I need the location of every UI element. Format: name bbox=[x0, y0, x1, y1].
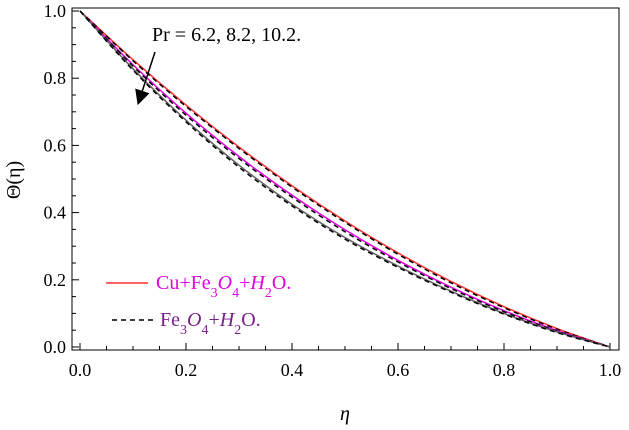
series-line bbox=[79, 10, 611, 348]
y-tick-label: 0.2 bbox=[44, 270, 67, 290]
series-line bbox=[79, 10, 611, 348]
series-line bbox=[79, 10, 611, 348]
y-tick-label: 0.0 bbox=[44, 337, 67, 357]
pr-annotation: Pr = 6.2, 8.2, 10.2. bbox=[152, 24, 301, 46]
annotation-arrow bbox=[135, 51, 156, 106]
y-tick-label: 0.8 bbox=[44, 68, 67, 88]
legend-label-cu: Cu+Fe3O4+H2O. bbox=[156, 272, 291, 301]
x-axis-title: η bbox=[340, 403, 350, 425]
series-layer bbox=[79, 10, 611, 348]
x-tick-label: 0.2 bbox=[175, 360, 198, 380]
y-tick-label: 0.4 bbox=[44, 203, 67, 223]
series-line bbox=[79, 10, 611, 348]
legend: Cu+Fe3O4+H2O. Fe3O4+H2O. bbox=[106, 272, 291, 338]
plot-frame bbox=[71, 7, 620, 351]
y-tick-label: 1.0 bbox=[44, 1, 67, 21]
x-tick-label: 0.6 bbox=[387, 360, 410, 380]
series-line bbox=[79, 10, 611, 348]
y-axis-title: Θ(η) bbox=[3, 161, 25, 199]
legend-label-fe: Fe3O4+H2O. bbox=[160, 309, 261, 338]
y-tick-label: 0.6 bbox=[44, 135, 67, 155]
x-tick-label: 0.4 bbox=[281, 360, 304, 380]
axis-ticks: 0.0 0.2 0.4 0.6 0.8 1.0 0.0 0.2 0.4 0.6 0.8 1.0 bbox=[44, 1, 622, 380]
x-tick-label: 0.8 bbox=[493, 360, 516, 380]
x-tick-label: 0.0 bbox=[69, 360, 92, 380]
x-tick-label: 1.0 bbox=[599, 360, 622, 380]
series-line bbox=[79, 10, 611, 348]
